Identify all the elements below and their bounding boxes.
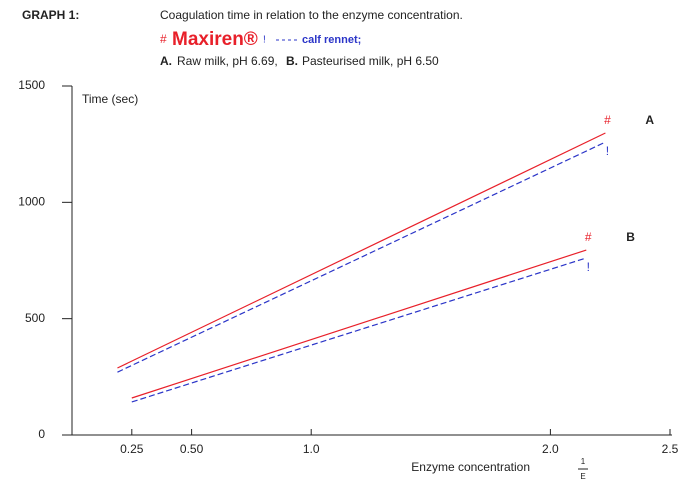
point-marker: # (585, 230, 592, 244)
x-tick-label: 1.0 (303, 442, 320, 456)
graph-label: GRAPH 1: (22, 8, 79, 22)
subtitle: Raw milk, pH 6.69, (177, 54, 278, 68)
series-line (131, 257, 587, 403)
legend-label: calf rennet; (302, 34, 361, 46)
x-tick-label: 2.0 (542, 442, 559, 456)
legend-symbol: ! (263, 35, 266, 46)
x-tick-label: 0.50 (180, 442, 204, 456)
series-line (117, 132, 606, 369)
y-tick-label: 1500 (18, 78, 45, 92)
legend-label: Maxiren® (172, 29, 258, 50)
x-tick-label: 0.25 (120, 442, 144, 456)
series-line (131, 249, 587, 399)
y-axis-label: Time (sec) (82, 92, 138, 106)
subtitle: A. (160, 54, 172, 68)
point-marker: # (604, 113, 611, 127)
subtitle: B. (286, 54, 298, 68)
chart-title: Coagulation time in relation to the enzy… (160, 8, 463, 22)
series-label: B (626, 230, 635, 244)
y-tick-label: 0 (38, 427, 45, 441)
x-tick-label: 2.5 (662, 442, 679, 456)
x-label-denominator: E (580, 472, 585, 481)
point-marker: ! (606, 144, 609, 158)
x-label-numerator: 1 (581, 457, 586, 466)
point-marker: ! (587, 260, 590, 274)
y-tick-label: 500 (25, 311, 45, 325)
y-tick-label: 1000 (18, 195, 45, 209)
legend-symbol: # (160, 32, 167, 46)
x-axis-label: Enzyme concentration (411, 460, 530, 474)
series-line (117, 141, 606, 373)
series-label: A (645, 113, 654, 127)
subtitle: Pasteurised milk, pH 6.50 (302, 54, 439, 68)
